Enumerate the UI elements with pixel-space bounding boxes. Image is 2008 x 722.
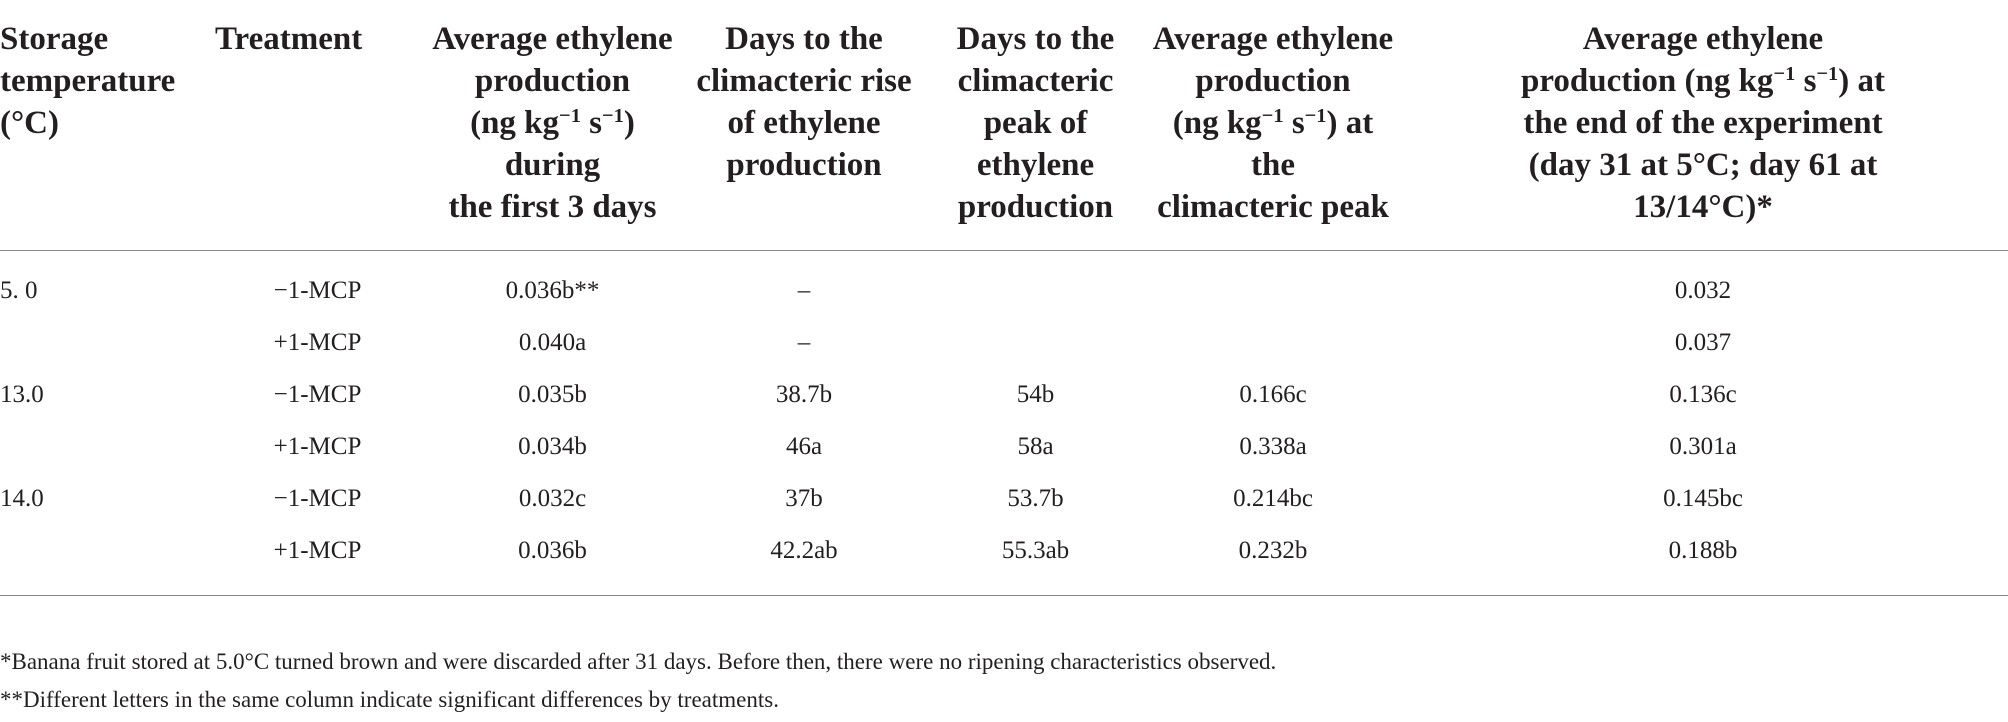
table-header-row: Storage temperature (°C) Treatment Average… <box>0 18 2008 251</box>
avg-ethylene-first-3-days-cell: 0.032c <box>518 485 587 512</box>
days-to-peak-cell <box>923 317 1148 369</box>
table-row: +1-MCP 0.034b 46a 58a 0.338a 0.301a <box>0 421 2008 473</box>
header-days-to-climacteric-rise: Days to the climacteric rise of ethylene pr… <box>696 21 912 183</box>
header-treatment: Treatment <box>215 21 363 57</box>
avg-ethylene-peak-cell: 0.214bc <box>1233 485 1313 512</box>
table-row: 13.0 −1-MCP 0.035b 38.7b 54b 0.166c 0.136c <box>0 369 2008 421</box>
days-to-rise-cell: 42.2ab <box>770 537 838 564</box>
table-row: +1-MCP 0.036b 42.2ab 55.3ab 0.232b 0.188b <box>0 525 2008 596</box>
avg-ethylene-end-cell: 0.032 <box>1674 277 1732 304</box>
avg-ethylene-end-cell: 0.145bc <box>1663 485 1743 512</box>
avg-ethylene-end-cell: 0.136c <box>1669 381 1737 408</box>
treatment-cell: +1-MCP <box>273 433 362 460</box>
footnote-1: *Banana fruit stored at 5.0°C turned bro… <box>0 649 1277 674</box>
avg-ethylene-first-3-days-cell: 0.034b <box>518 433 587 460</box>
footnote-2: **Different letters in the same column i… <box>0 687 779 712</box>
avg-ethylene-peak-cell <box>1148 317 1398 369</box>
days-to-peak-cell: 58a <box>1017 433 1054 460</box>
storage-temperature-cell <box>0 317 215 369</box>
table-row: 14.0 −1-MCP 0.032c 37b 53.7b 0.214bc 0.145bc <box>0 473 2008 525</box>
days-to-rise-cell: – <box>797 329 811 356</box>
table-row: +1-MCP 0.040a – 0.037 <box>0 317 2008 369</box>
avg-ethylene-peak-cell: 0.166c <box>1239 381 1307 408</box>
avg-ethylene-peak-cell: 0.232b <box>1238 537 1308 564</box>
days-to-peak-cell: 54b <box>1016 381 1055 408</box>
avg-ethylene-first-3-days-cell: 0.036b <box>518 537 587 564</box>
treatment-cell: −1-MCP <box>273 277 362 304</box>
storage-temperature-cell <box>0 525 215 596</box>
storage-temperature-cell <box>0 421 215 473</box>
days-to-peak-cell: 53.7b <box>1007 485 1064 512</box>
days-to-rise-cell: 38.7b <box>775 381 833 408</box>
header-storage-temperature: Storage temperature (°C) <box>0 21 176 141</box>
avg-ethylene-end-cell: 0.301a <box>1669 433 1737 460</box>
ethylene-production-table: Storage temperature (°C) Treatment Average… <box>0 18 2008 596</box>
storage-temperature-cell: 13.0 <box>0 381 44 408</box>
treatment-cell: +1-MCP <box>273 329 362 356</box>
avg-ethylene-first-3-days-cell: 0.036b** <box>505 277 600 304</box>
header-avg-ethylene-climacteric-peak: Average ethylene production (ng kg−1 s−1) … <box>1152 21 1394 225</box>
avg-ethylene-end-cell: 0.188b <box>1668 537 1738 564</box>
treatment-cell: +1-MCP <box>273 537 362 564</box>
treatment-cell: −1-MCP <box>273 485 362 512</box>
days-to-rise-cell: 46a <box>785 433 823 460</box>
treatment-cell: −1-MCP <box>273 381 362 408</box>
avg-ethylene-peak-cell <box>1148 251 1398 318</box>
avg-ethylene-peak-cell: 0.338a <box>1239 433 1307 460</box>
avg-ethylene-end-cell: 0.037 <box>1674 329 1732 356</box>
avg-ethylene-first-3-days-cell: 0.035b <box>518 381 587 408</box>
header-avg-ethylene-end-of-experiment: Average ethylene production (ng kg−1 s−1)… <box>1520 21 1886 225</box>
table-footnotes: *Banana fruit stored at 5.0°C turned bro… <box>0 643 1276 719</box>
days-to-peak-cell <box>923 251 1148 318</box>
days-to-peak-cell: 55.3ab <box>1001 537 1070 564</box>
header-avg-ethylene-first-3-days: Average ethylene production (ng kg−1 s−1) … <box>432 21 673 225</box>
storage-temperature-cell: 14.0 <box>0 485 44 512</box>
days-to-rise-cell: 37b <box>785 485 823 512</box>
days-to-rise-cell: – <box>797 277 811 304</box>
storage-temperature-cell: 5. 0 <box>0 277 38 304</box>
header-days-to-climacteric-peak: Days to the climacteric peak of ethylene pro… <box>956 21 1115 225</box>
table-row: 5. 0 −1-MCP 0.036b** – 0.032 <box>0 251 2008 318</box>
avg-ethylene-first-3-days-cell: 0.040a <box>518 329 587 356</box>
